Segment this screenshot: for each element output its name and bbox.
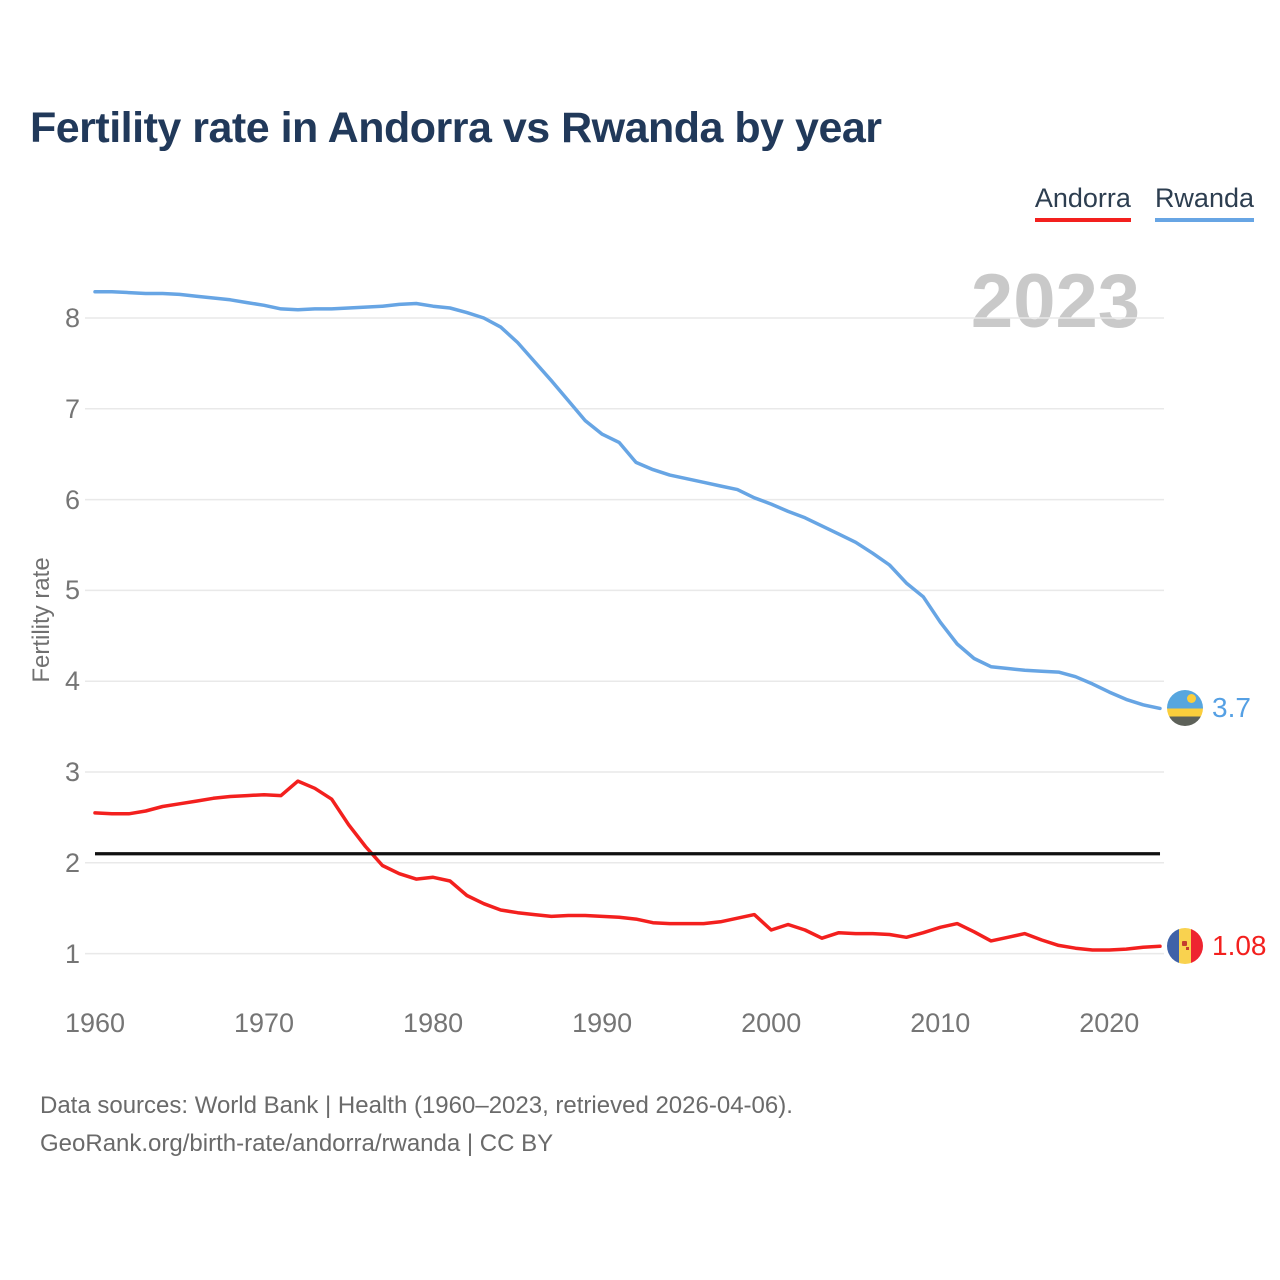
andorra-emblem-icon (1182, 941, 1187, 946)
legend: Andorra Rwanda (1034, 183, 1254, 222)
y-tick-4: 4 (64, 666, 80, 697)
footer-attribution: GeoRank.org/birth-rate/andorra/rwanda | … (40, 1130, 554, 1157)
y-tick-8: 8 (64, 303, 80, 333)
footer-sources: Data sources: World Bank | Health (1960–… (40, 1092, 793, 1119)
x-tick-1980: 1980 (403, 1008, 464, 1038)
legend-item-rwanda[interactable]: Rwanda (1154, 183, 1254, 222)
andorra-end-label: 1.08 (1167, 928, 1267, 964)
current-year-watermark: 2023 (970, 259, 1140, 344)
y-tick-6: 6 (64, 484, 80, 515)
andorra-end-value: 1.08 (1212, 930, 1267, 961)
y-tick-7: 7 (64, 393, 80, 424)
chart-title: Fertility rate in Andorra vs Rwanda by y… (30, 104, 882, 152)
x-tick-1960: 1960 (64, 1008, 126, 1038)
footer: Data sources: World Bank | Health (1960–… (40, 1087, 793, 1163)
rwanda-sun-icon (1187, 694, 1196, 703)
y-tick-2: 2 (64, 847, 80, 878)
y-tick-1: 1 (64, 938, 80, 969)
rwanda-end-value: 3.7 (1212, 692, 1251, 723)
x-tick-1990: 1990 (572, 1008, 633, 1038)
x-tick-2010: 2010 (910, 1008, 971, 1038)
legend-item-andorra[interactable]: Andorra (1034, 183, 1131, 222)
y-tick-3: 3 (64, 757, 80, 787)
x-tick-2000: 2000 (741, 1008, 802, 1038)
rwanda-end-label: 3.7 (1167, 690, 1251, 726)
andorra-flag-icon (1167, 928, 1203, 964)
rwanda-line (93, 289, 1162, 711)
andorra-line (93, 779, 1162, 952)
x-tick-1970: 1970 (234, 1008, 295, 1038)
x-tick-2020: 2020 (1079, 1008, 1140, 1038)
y-tick-5: 5 (64, 575, 80, 606)
rwanda-flag-icon (1167, 690, 1203, 726)
